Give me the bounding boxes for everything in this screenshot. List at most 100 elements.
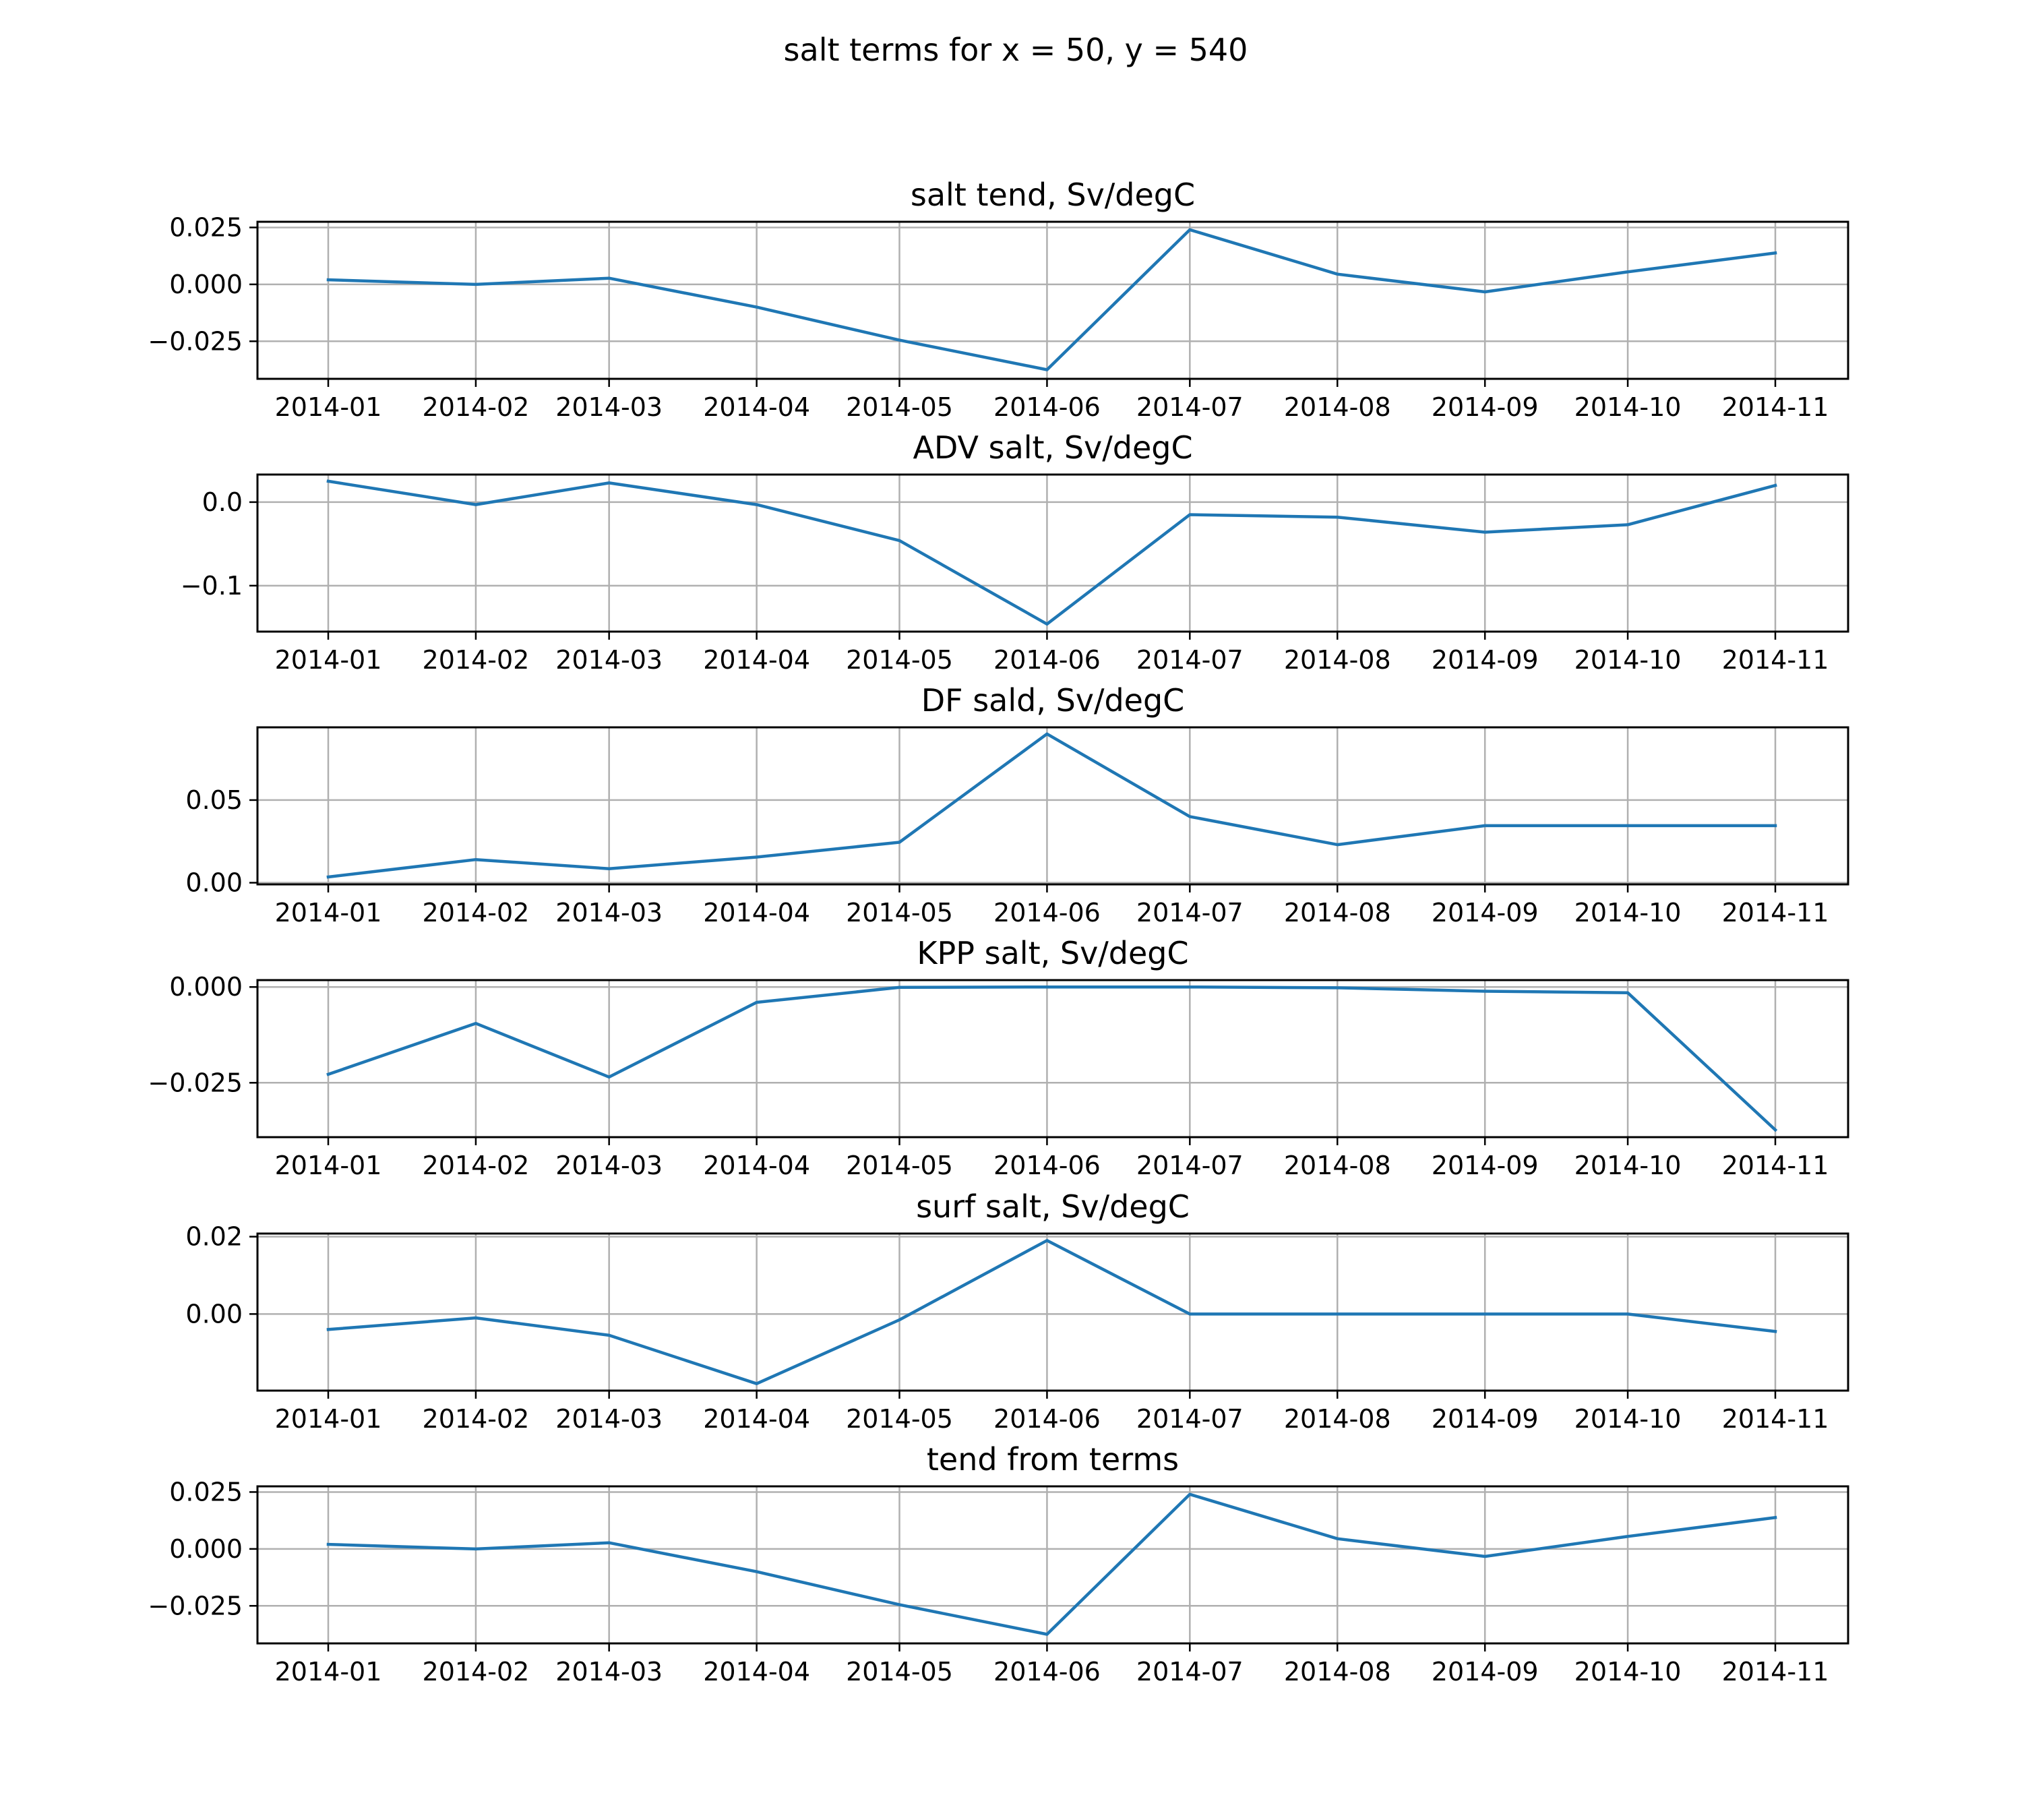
y-tick-label: −0.025 xyxy=(148,1068,243,1097)
x-tick-label: 2014-04 xyxy=(703,898,810,928)
x-tick-label: 2014-11 xyxy=(1722,1404,1829,1434)
x-tick-label: 2014-03 xyxy=(555,1404,663,1434)
subplot-3: 2014-01 2014-02 2014-03 2014-04 2014-05 2014-… xyxy=(185,682,1849,928)
y-tick-label: 0.025 xyxy=(169,212,243,242)
y-tick-label: −0.025 xyxy=(148,326,243,356)
x-tick-label: 2014-11 xyxy=(1722,1657,1829,1687)
x-tick-label: 2014-08 xyxy=(1284,1657,1391,1687)
x-tick-label: 2014-11 xyxy=(1722,645,1829,675)
x-tick-label: 2014-06 xyxy=(993,898,1101,928)
x-tick-label: 2014-08 xyxy=(1284,1404,1391,1434)
x-tick-label: 2014-08 xyxy=(1284,898,1391,928)
x-tick-label: 2014-08 xyxy=(1284,392,1391,422)
subplot-title: salt tend, Sv/degC xyxy=(911,177,1195,213)
x-tick-label: 2014-09 xyxy=(1432,898,1539,928)
axes-frame xyxy=(256,979,1849,1139)
x-tick-label: 2014-10 xyxy=(1574,1657,1682,1687)
x-tick-label: 2014-05 xyxy=(846,1657,953,1687)
x-tick-label: 2014-01 xyxy=(275,392,382,422)
x-tick-label: 2014-11 xyxy=(1722,392,1829,422)
subplot-panels: 2014-01 2014-02 2014-03 2014-04 2014-05 2014-… xyxy=(148,177,1849,1687)
x-tick-label: 2014-09 xyxy=(1432,1151,1539,1180)
x-tick-label: 2014-11 xyxy=(1722,898,1829,928)
x-tick-label: 2014-06 xyxy=(993,1657,1101,1687)
series-line xyxy=(326,732,1777,879)
x-tick-label: 2014-04 xyxy=(703,1404,810,1434)
y-tick-label: −0.1 xyxy=(181,571,243,601)
axes-frame xyxy=(256,473,1849,633)
x-tick-label: 2014-05 xyxy=(846,392,953,422)
x-tick-label: 2014-02 xyxy=(423,645,530,675)
x-tick-label: 2014-02 xyxy=(423,898,530,928)
y-tick-label: 0.000 xyxy=(169,972,243,1002)
axes-frame xyxy=(256,1232,1849,1392)
axes-frame xyxy=(256,1485,1849,1645)
x-tick-label: 2014-01 xyxy=(275,1657,382,1687)
x-tick-label: 2014-03 xyxy=(555,645,663,675)
x-tick-label: 2014-06 xyxy=(993,1151,1101,1180)
series-line xyxy=(326,479,1777,626)
subplot-title: tend from terms xyxy=(927,1441,1179,1478)
x-tick-label: 2014-04 xyxy=(703,392,810,422)
series-line xyxy=(326,1239,1777,1385)
x-tick-label: 2014-02 xyxy=(423,1151,530,1180)
x-tick-label: 2014-11 xyxy=(1722,1151,1829,1180)
axes-frame xyxy=(256,220,1849,380)
y-tick-label: 0.0 xyxy=(202,487,243,517)
series-line xyxy=(326,228,1777,371)
y-tick-label: −0.025 xyxy=(148,1591,243,1620)
x-tick-label: 2014-06 xyxy=(993,392,1101,422)
x-tick-label: 2014-10 xyxy=(1574,1404,1682,1434)
x-tick-label: 2014-08 xyxy=(1284,645,1391,675)
y-tick-label: 0.00 xyxy=(185,1299,243,1329)
y-tick-label: 0.000 xyxy=(169,1534,243,1564)
x-tick-label: 2014-01 xyxy=(275,898,382,928)
subplot-title: DF sald, Sv/degC xyxy=(921,682,1185,719)
subplot-title: KPP salt, Sv/degC xyxy=(917,935,1188,971)
x-tick-label: 2014-05 xyxy=(846,1151,953,1180)
series-line xyxy=(326,985,1778,1132)
x-tick-label: 2014-06 xyxy=(993,1404,1101,1434)
subplot-title: surf salt, Sv/degC xyxy=(916,1188,1190,1225)
y-tick-label: 0.05 xyxy=(185,785,243,815)
x-tick-label: 2014-09 xyxy=(1432,1404,1539,1434)
x-tick-label: 2014-09 xyxy=(1432,645,1539,675)
x-tick-label: 2014-10 xyxy=(1574,645,1682,675)
x-tick-label: 2014-05 xyxy=(846,1404,953,1434)
x-tick-label: 2014-03 xyxy=(555,898,663,928)
x-tick-label: 2014-01 xyxy=(275,1404,382,1434)
x-tick-label: 2014-07 xyxy=(1136,645,1244,675)
x-tick-label: 2014-01 xyxy=(275,1151,382,1180)
figure-suptitle: salt terms for x = 50, y = 540 xyxy=(784,32,1248,68)
x-tick-label: 2014-07 xyxy=(1136,1657,1244,1687)
x-tick-label: 2014-04 xyxy=(703,645,810,675)
subplot-title: ADV salt, Sv/degC xyxy=(913,429,1192,466)
x-tick-label: 2014-02 xyxy=(423,1404,530,1434)
x-tick-label: 2014-10 xyxy=(1574,898,1682,928)
y-tick-label: 0.00 xyxy=(185,868,243,898)
x-tick-label: 2014-03 xyxy=(555,1657,663,1687)
y-tick-label: 0.02 xyxy=(185,1222,243,1252)
x-tick-label: 2014-10 xyxy=(1574,392,1682,422)
x-tick-label: 2014-04 xyxy=(703,1657,810,1687)
subplot-6: 2014-01 2014-02 2014-03 2014-04 2014-05 2014-… xyxy=(148,1441,1849,1687)
x-tick-label: 2014-09 xyxy=(1432,392,1539,422)
subplot-1: 2014-01 2014-02 2014-03 2014-04 2014-05 2014-… xyxy=(148,177,1849,422)
x-tick-label: 2014-04 xyxy=(703,1151,810,1180)
x-tick-label: 2014-02 xyxy=(423,1657,530,1687)
x-tick-label: 2014-03 xyxy=(555,1151,663,1180)
y-tick-label: 0.000 xyxy=(169,270,243,299)
x-tick-label: 2014-09 xyxy=(1432,1657,1539,1687)
axes-frame xyxy=(256,726,1849,886)
x-tick-label: 2014-02 xyxy=(423,392,530,422)
x-tick-label: 2014-07 xyxy=(1136,1404,1244,1434)
series-line xyxy=(326,1492,1777,1636)
x-tick-label: 2014-05 xyxy=(846,645,953,675)
y-tick-label: 0.025 xyxy=(169,1477,243,1507)
x-tick-label: 2014-07 xyxy=(1136,1151,1244,1180)
subplot-5: 2014-01 2014-02 2014-03 2014-04 2014-05 2014-… xyxy=(185,1188,1849,1434)
subplot-4: 2014-01 2014-02 2014-03 2014-04 2014-05 2014-… xyxy=(148,935,1849,1180)
x-tick-label: 2014-01 xyxy=(275,645,382,675)
x-tick-label: 2014-10 xyxy=(1574,1151,1682,1180)
